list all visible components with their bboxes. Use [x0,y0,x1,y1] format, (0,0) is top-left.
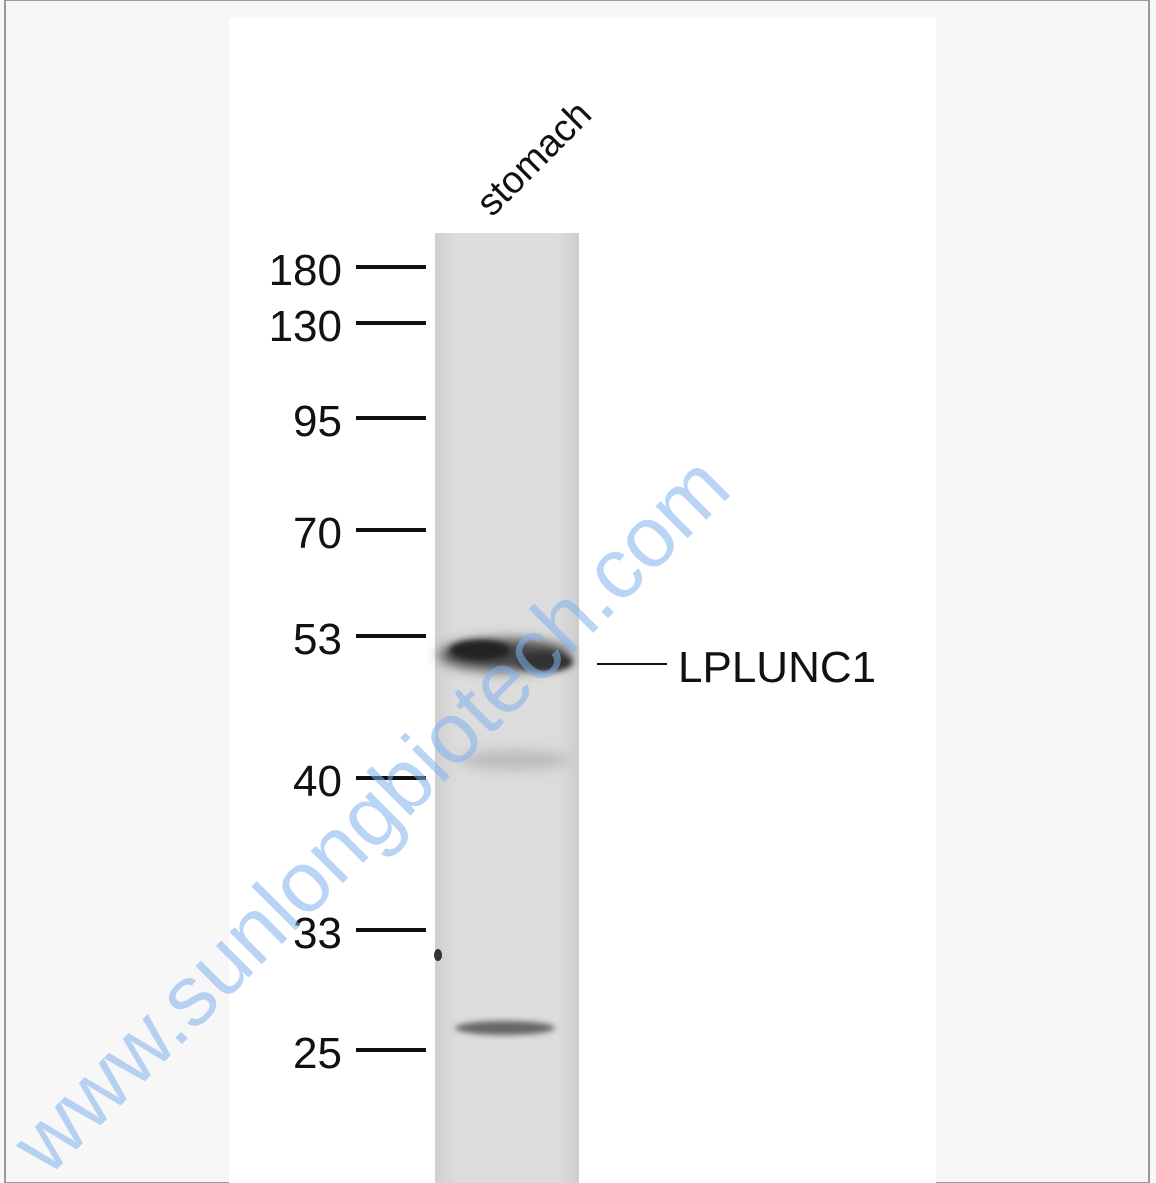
marker-label: 180 [269,246,342,295]
bands [434,639,573,1035]
band [517,652,573,672]
blot-panel [229,18,936,1183]
marker-label: 25 [293,1029,342,1078]
band [460,750,570,770]
band [450,640,510,660]
marker-label: 53 [293,615,342,664]
band [455,1021,555,1035]
markers: 180 130 95 70 53 40 33 25 [269,246,426,1078]
marker-label: 95 [293,397,342,446]
marker-label: 70 [293,509,342,558]
marker-label: 130 [269,302,342,351]
marker-label: 40 [293,757,342,806]
band-label: LPLUNC1 [678,643,876,692]
spot [434,949,442,961]
marker-label: 33 [293,909,342,958]
